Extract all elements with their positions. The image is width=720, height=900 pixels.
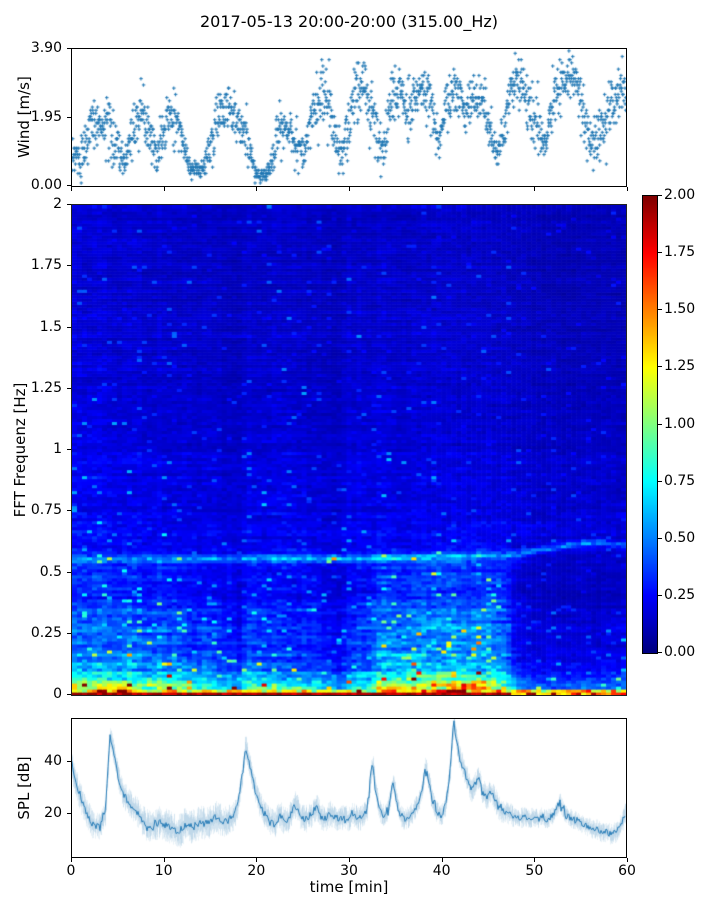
wind-scatter-canvas	[72, 49, 626, 186]
spectrogram-ytick-mark	[67, 326, 71, 328]
colorbar-axes	[642, 195, 658, 654]
colorbar-canvas	[643, 196, 657, 653]
spectrogram-ytick-label: 1.25	[30, 379, 62, 396]
wind-xtick-mark	[627, 187, 628, 191]
colorbar-tick-label: 1.25	[664, 358, 696, 375]
x-axis-label: time [min]	[309, 878, 389, 896]
colorbar-tick-mark	[658, 195, 662, 196]
spectrogram-ytick-mark	[67, 204, 71, 205]
spectrogram-ytick-mark	[67, 632, 71, 634]
spl-xtick-mark	[71, 858, 72, 862]
spl-xtick-mark	[256, 858, 258, 862]
colorbar-tick-label: 0.75	[664, 472, 696, 489]
spectrogram-canvas	[72, 205, 626, 695]
spectrogram-ytick-mark	[67, 265, 71, 267]
figure-title: 2017-05-13 20:00-20:00 (315.00_Hz)	[199, 12, 499, 31]
wind-ytick-mark	[67, 48, 71, 49]
spl-ytick-label: 40	[44, 753, 62, 769]
spectrogram-ytick-mark	[67, 449, 71, 450]
colorbar-tick-mark	[658, 309, 662, 311]
colorbar-tick-mark	[658, 423, 662, 425]
colorbar-tick-label: 0.50	[664, 529, 696, 546]
spl-xtick-label: 30	[340, 863, 358, 879]
colorbar-tick-label: 1.50	[664, 301, 696, 318]
spectrogram-ytick-label: 0.75	[30, 502, 62, 519]
spectrogram-ytick-label: 1	[53, 441, 62, 457]
colorbar-tick-label: 1.00	[664, 415, 696, 432]
colorbar-tick-mark	[658, 252, 662, 254]
colorbar-tick-label: 0.00	[664, 644, 696, 660]
colorbar-tick-label: 0.25	[664, 586, 696, 603]
spectrogram-ytick-label: 0	[53, 686, 62, 702]
wind-xtick-mark	[71, 187, 72, 191]
spl-xtick-label: 0	[66, 863, 76, 879]
spectrogram-ytick-label: 1.75	[30, 257, 62, 274]
wind-ytick-mark	[67, 185, 71, 186]
spl-xtick-mark	[349, 858, 350, 862]
spl-xtick-label: 50	[525, 863, 544, 879]
spectrogram-ytick-mark	[67, 571, 71, 573]
spl-xtick-mark	[441, 858, 443, 862]
spectrogram-ytick-mark	[67, 694, 71, 695]
spl-xtick-mark	[163, 858, 165, 862]
spectrogram-ytick-mark	[67, 387, 71, 389]
spl-xtick-mark	[627, 858, 628, 862]
wind-xtick-mark	[534, 187, 536, 191]
wind-scatter-axes	[71, 48, 627, 187]
spectrogram-ytick-mark	[67, 510, 71, 512]
spectrogram-ytick-label: 2	[53, 196, 62, 212]
wind-xtick-mark	[256, 187, 258, 191]
wind-ytick-mark	[67, 116, 71, 118]
colorbar-tick-label: 1.75	[664, 244, 696, 261]
wind-xtick-mark	[163, 187, 165, 191]
spl-xtick-label: 10	[154, 863, 173, 879]
spl-line-canvas	[72, 719, 626, 857]
wind-xtick-mark	[441, 187, 443, 191]
spl-ytick-label: 20	[44, 805, 62, 821]
spectrogram-axes	[71, 204, 627, 696]
colorbar-tick-mark	[658, 652, 662, 653]
spectrogram-ytick-label: 0.5	[39, 563, 62, 580]
spl-ytick-mark	[67, 761, 71, 762]
wind-ytick-label: 0.00	[30, 177, 62, 193]
spl-xtick-label: 40	[432, 863, 451, 879]
wind-ytick-label: 3.90	[30, 40, 62, 56]
colorbar-tick-mark	[658, 366, 662, 368]
spl-xtick-label: 60	[618, 863, 636, 879]
spl-ytick-mark	[67, 813, 71, 814]
wind-ytick-label: 1.95	[30, 108, 62, 125]
colorbar-tick-label: 2.00	[664, 187, 696, 203]
spl-xtick-label: 20	[247, 863, 266, 879]
colorbar-tick-mark	[658, 537, 662, 539]
spectrogram-ytick-label: 0.25	[30, 624, 62, 641]
spl-line-axes	[71, 718, 627, 858]
spectrogram-ytick-label: 1.5	[39, 318, 62, 335]
spl-xtick-mark	[534, 858, 536, 862]
colorbar-tick-mark	[658, 480, 662, 482]
colorbar-tick-mark	[658, 594, 662, 596]
wind-xtick-mark	[349, 187, 350, 191]
